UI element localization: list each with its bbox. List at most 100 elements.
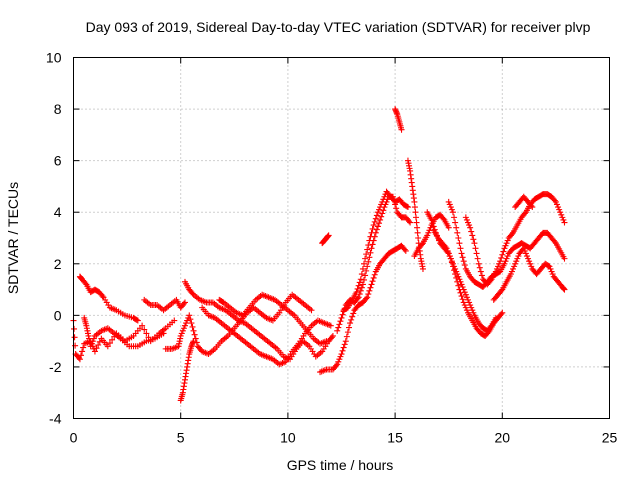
data-point <box>139 322 146 329</box>
data-point-interp <box>109 336 116 343</box>
data-point <box>561 286 568 293</box>
data-point-interp <box>521 210 528 217</box>
data-point <box>561 255 568 262</box>
data-point <box>327 322 334 329</box>
y-tick-labels: -4 -2 0 2 4 6 8 10 <box>46 50 62 427</box>
data-point <box>353 289 360 296</box>
data-point <box>475 260 482 267</box>
data-point <box>467 302 474 309</box>
data-point-interp <box>191 331 198 338</box>
data-point <box>462 214 469 221</box>
data-point-interp <box>498 311 505 318</box>
data-point-interp <box>415 235 422 241</box>
data-point-interp <box>337 353 344 360</box>
data-point <box>91 348 98 355</box>
data-point <box>308 307 315 314</box>
data-point-interp <box>143 330 150 337</box>
data-point-interp <box>448 259 455 266</box>
data-point <box>512 260 519 267</box>
data-point-interp <box>373 212 380 219</box>
data-point-interp <box>456 240 463 247</box>
data-point-interp <box>373 226 380 233</box>
data-point-interp <box>339 311 346 318</box>
data-point-interp <box>380 196 387 203</box>
data-point-interp <box>189 290 196 297</box>
series-trace-t <box>462 191 568 288</box>
data-point-interp <box>487 277 494 284</box>
y-tick-label: 8 <box>54 101 62 117</box>
data-point <box>507 271 514 278</box>
data-point-interp <box>451 214 458 221</box>
data-point-interp <box>361 276 368 283</box>
data-point-interp <box>551 238 558 245</box>
data-point-interp <box>356 279 363 286</box>
data-point-interp <box>187 316 194 323</box>
data-point-interp <box>503 255 510 262</box>
data-points <box>70 106 568 404</box>
series-trace-i <box>216 291 330 347</box>
data-point <box>443 245 450 252</box>
data-point-interp <box>93 345 100 352</box>
data-point-interp <box>184 317 191 324</box>
data-point-interp <box>89 338 96 345</box>
data-point <box>467 224 474 231</box>
data-point-interp <box>447 204 454 211</box>
data-point-interp <box>340 344 347 351</box>
data-point-interp <box>412 209 419 216</box>
series-trace-c <box>81 314 167 350</box>
data-point-interp <box>413 214 420 221</box>
data-point <box>413 219 420 226</box>
y-tick-label: 6 <box>54 153 62 169</box>
data-point-interp <box>445 250 452 257</box>
data-point-interp <box>366 287 373 294</box>
data-point-interp <box>359 265 366 272</box>
data-point-interp <box>527 260 534 267</box>
data-point-interp <box>80 344 87 351</box>
data-point-interp <box>95 342 102 349</box>
data-point-interp <box>358 271 365 278</box>
data-point-interp <box>463 307 470 314</box>
data-point-interp <box>106 340 113 347</box>
data-point <box>190 327 197 334</box>
data-point-interp <box>363 251 370 258</box>
data-point <box>134 317 141 324</box>
data-point-interp <box>454 278 461 285</box>
data-point <box>458 281 465 288</box>
data-point-interp <box>551 197 558 204</box>
x-tick-label: 20 <box>495 430 511 446</box>
data-point-interp <box>466 222 473 229</box>
data-point-interp <box>446 253 453 260</box>
data-point-interp <box>374 223 381 230</box>
data-point-interp <box>502 258 509 265</box>
data-point-interp <box>188 320 195 327</box>
data-point-interp <box>476 264 483 271</box>
data-point-interp <box>502 242 509 249</box>
data-point <box>462 291 469 298</box>
data-point-interp <box>365 258 372 265</box>
data-point-interp <box>361 260 368 267</box>
data-point-interp <box>344 329 351 336</box>
x-tick-label: 0 <box>70 430 78 446</box>
data-point-interp <box>460 258 467 265</box>
data-point-interp <box>365 242 372 249</box>
data-point-interp <box>528 263 535 270</box>
data-point-interp <box>333 362 340 369</box>
data-point-interp <box>560 216 567 223</box>
data-point <box>359 281 366 288</box>
data-point-interp <box>448 206 455 213</box>
data-point <box>177 332 184 339</box>
data-point-interp <box>363 295 370 302</box>
data-point <box>171 317 178 324</box>
data-point <box>411 198 418 205</box>
data-point <box>471 240 478 247</box>
data-point-interp <box>548 268 555 275</box>
data-point-interp <box>377 204 384 211</box>
data-point-interp <box>449 263 456 270</box>
x-tick-label: 15 <box>387 430 403 446</box>
data-point-interp <box>459 254 466 261</box>
data-point-interp <box>462 304 469 311</box>
data-point-interp <box>470 236 477 243</box>
data-point <box>160 330 167 337</box>
data-point-interp <box>378 201 385 208</box>
data-point <box>181 299 188 306</box>
